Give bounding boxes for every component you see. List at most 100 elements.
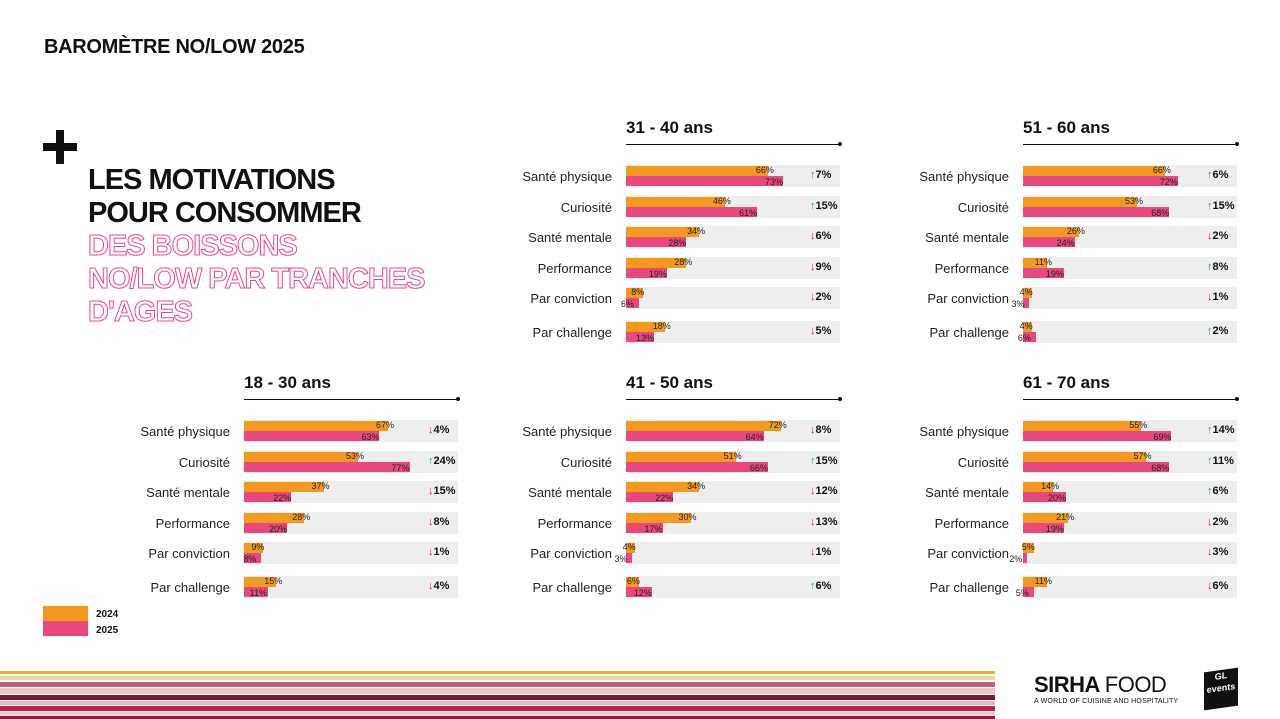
value-label-2024: 18% [652,321,671,331]
category-label: Curiosité [957,200,1009,215]
value-label-2025: 69% [1153,432,1172,442]
chart-rule [626,142,842,146]
value-label-2024: 21% [1056,512,1075,522]
delta-value: 4% [433,580,450,592]
delta-label: ↓4% [428,424,449,436]
delta-value: 1% [815,546,832,558]
value-label-2024: 28% [674,257,693,267]
bar-2025 [1023,553,1028,563]
arrow-down-icon: ↓ [428,546,434,558]
value-label-2025: 20% [269,524,288,534]
arrow-down-icon: ↓ [428,580,434,592]
category-label: Performance [537,261,612,276]
category-label: Santé physique [140,424,230,439]
arrow-up-icon: ↑ [1207,485,1213,497]
row-background [244,576,458,598]
delta-label: ↑6% [810,580,831,592]
bar-2024 [626,166,768,176]
delta-value: 8% [1212,261,1229,273]
bar-2024 [1023,513,1069,523]
headline: LES MOTIVATIONS POUR CONSOMMER DES BOISS… [88,164,427,329]
headline-line: POUR CONSOMMER [88,197,362,229]
row-background [1023,542,1237,564]
arrow-up-icon: ↑ [1207,261,1213,273]
delta-value: 1% [433,546,450,558]
bar-2025 [244,523,287,533]
delta-value: 1% [1212,291,1229,303]
category-label: Santé mentale [528,230,612,245]
value-label-2024: 4% [1019,287,1033,297]
delta-label: ↓3% [1207,546,1228,558]
delta-label: ↑2% [1207,325,1228,337]
bar-2024 [626,452,736,462]
value-label-2024: 4% [1019,321,1033,331]
category-label: Santé mentale [925,230,1009,245]
arrow-down-icon: ↓ [810,424,816,436]
arrow-down-icon: ↓ [810,291,816,303]
value-label-2025: 19% [648,269,667,279]
delta-value: 14% [1212,424,1235,436]
value-label-2024: 72% [768,420,787,430]
delta-value: 8% [815,424,832,436]
arrow-down-icon: ↓ [810,516,816,528]
category-label: Par challenge [929,580,1010,595]
value-label-2025: 6% [620,299,634,309]
category-label: Santé mentale [528,485,612,500]
value-label-2025: 63% [361,432,380,442]
sirha-food-logo: SIRHA FOOD [1034,672,1167,698]
delta-value: 24% [433,455,456,467]
row-background [1023,512,1237,534]
delta-label: ↑14% [1207,424,1235,436]
value-label-2024: 46% [712,196,731,206]
value-label-2025: 2% [1009,554,1023,564]
value-label-2025: 22% [655,493,674,503]
bar-2024 [626,288,644,298]
value-label-2025: 6% [1017,333,1031,343]
row-background [1023,576,1237,598]
headline-line: DES BOISSONS [88,230,299,263]
delta-value: 2% [1212,516,1229,528]
bar-2024 [626,543,635,553]
arrow-down-icon: ↓ [810,546,816,558]
chart-title: 31 - 40 ans [626,118,713,137]
category-label: Curiosité [178,455,230,470]
category-label: Par conviction [148,546,230,561]
legend-swatch-2025 [43,621,88,636]
value-label-2024: 26% [1066,226,1085,236]
bar-2025 [626,587,652,597]
value-label-2024: 28% [292,512,311,522]
category-label: Performance [537,516,612,531]
delta-value: 15% [815,455,838,467]
row-background [244,542,458,564]
legend-label-2025: 2025 [96,625,119,636]
footer-stripes [0,671,995,719]
delta-value: 2% [815,291,832,303]
value-label-2024: 15% [264,576,283,586]
bar-2025 [1023,268,1064,278]
delta-label: ↓12% [810,485,838,497]
delta-label: ↓8% [810,424,831,436]
delta-value: 11% [1212,455,1234,467]
category-label: Par conviction [927,291,1009,306]
value-label-2024: 66% [755,165,774,175]
delta-label: ↓2% [810,291,831,303]
arrow-down-icon: ↓ [1207,580,1213,592]
value-label-2024: 14% [1041,481,1060,491]
delta-label: ↓9% [810,261,831,273]
value-label-2024: 67% [376,420,395,430]
headline-line: D'AGES [88,296,194,329]
category-label: Curiosité [560,455,612,470]
value-label-2025: 17% [644,524,663,534]
value-label-2025: 3% [1011,299,1025,309]
value-label-2024: 53% [345,451,364,461]
bar-2024 [244,513,305,523]
category-label: Santé physique [919,424,1009,439]
delta-value: 13% [815,516,838,528]
category-label: Santé mentale [925,485,1009,500]
delta-label: ↓6% [1207,580,1228,592]
arrow-up-icon: ↑ [1207,455,1213,467]
gl-events-logo: GL events [1204,667,1238,711]
value-label-2025: 12% [633,588,652,598]
bar-2025 [1023,237,1075,247]
delta-label: ↓13% [810,516,838,528]
